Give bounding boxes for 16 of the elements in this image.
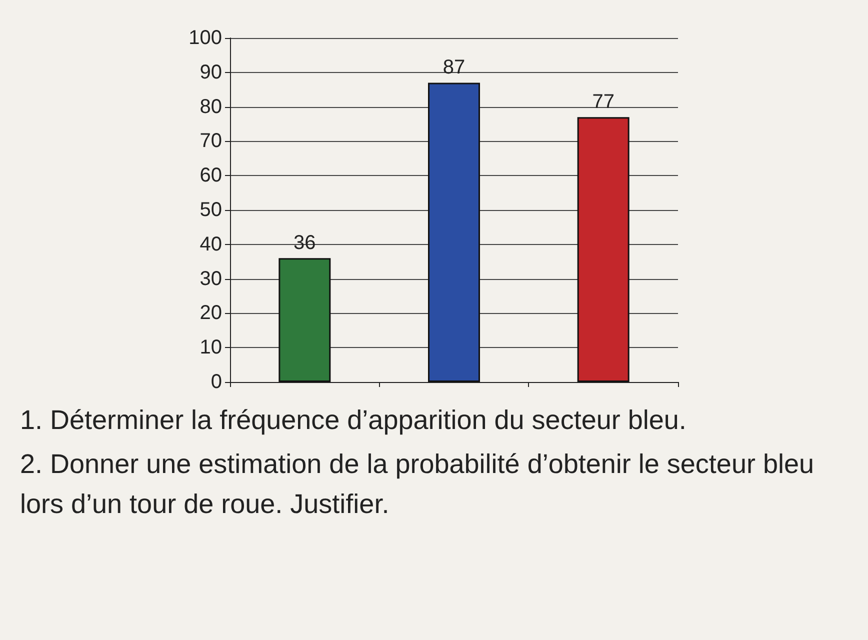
y-tick-label: 10	[200, 336, 222, 359]
y-tick-label: 50	[200, 199, 222, 221]
bar	[278, 258, 331, 382]
bar	[428, 82, 480, 382]
y-tick-label: 0	[210, 371, 222, 393]
y-tick-label: 70	[200, 130, 222, 152]
y-tick-label: 90	[200, 61, 222, 84]
y-tick-label: 30	[200, 268, 222, 290]
y-tick-label: 100	[188, 27, 222, 49]
bar	[577, 117, 630, 382]
text: 2. Donner une estimation de la probabilité d’obtenir le secteur bleu lors d’un tour de roue. Justifier.	[20, 448, 815, 521]
y-tick-label: 20	[200, 302, 222, 324]
y-tick-label: 80	[200, 96, 222, 118]
y-tick-label: 40	[200, 233, 222, 256]
y-tick-label: 60	[200, 164, 222, 187]
text: 1. Déterminer la fréquence d’apparition du secteur bleu.	[20, 404, 688, 437]
